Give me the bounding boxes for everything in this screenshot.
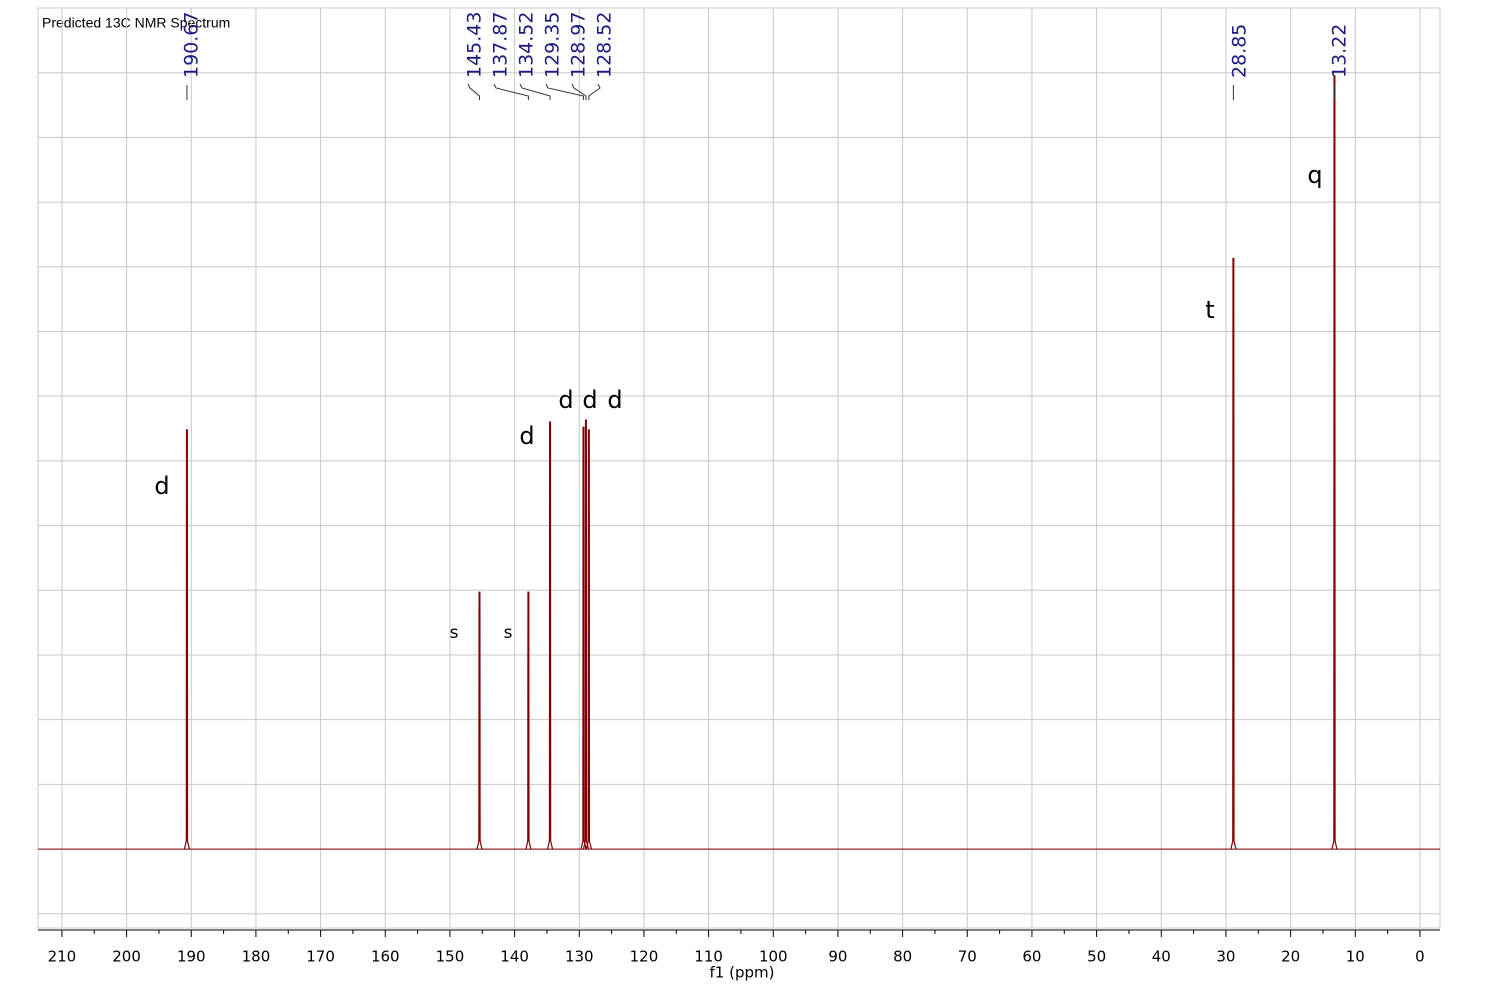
peak <box>1230 257 1237 850</box>
peak <box>580 426 587 850</box>
peak-label: 129.35 <box>542 12 564 78</box>
x-tick-label: 110 <box>694 948 723 966</box>
peak-label: 134.52 <box>516 12 538 78</box>
peak <box>476 591 483 850</box>
peak-connector <box>571 83 587 100</box>
peak <box>525 591 532 850</box>
peak-connector <box>493 83 529 100</box>
chart-title: Predicted 13C NMR Spectrum <box>42 15 230 31</box>
x-tick-label: 140 <box>500 948 529 966</box>
multiplicity-label: d <box>154 472 169 500</box>
x-tick-label: 80 <box>893 948 912 966</box>
peak <box>585 429 592 850</box>
peak-label: 137.87 <box>490 12 512 78</box>
multiplicity-label: s <box>450 623 459 643</box>
x-tick-label: 180 <box>242 948 271 966</box>
multiplicity-label: d <box>558 386 573 414</box>
x-tick-label: 70 <box>958 948 977 966</box>
peak-connector <box>545 83 584 100</box>
x-tick-label: 0 <box>1415 948 1425 966</box>
x-tick-label: 170 <box>306 948 335 966</box>
x-tick-label: 150 <box>436 948 465 966</box>
x-tick-label: 90 <box>828 948 847 966</box>
peak <box>582 419 590 850</box>
x-tick-label: 130 <box>565 948 594 966</box>
multiplicity-label: d <box>519 422 534 450</box>
peak <box>183 429 191 850</box>
x-tick-label: 160 <box>371 948 400 966</box>
x-tick-label: 50 <box>1087 948 1106 966</box>
multiplicity-label: t <box>1205 296 1214 324</box>
x-tick-label: 190 <box>177 948 206 966</box>
x-tick-label: 30 <box>1216 948 1235 966</box>
peak-label: 128.97 <box>568 12 590 78</box>
peak-label: 128.52 <box>594 12 616 78</box>
x-tick-label: 20 <box>1281 948 1300 966</box>
peak-connector <box>467 83 480 100</box>
x-tick-label: 100 <box>759 948 788 966</box>
peak-label: 28.85 <box>1229 24 1251 78</box>
x-axis-label: f1 (ppm) <box>710 964 775 982</box>
peak-label: 13.22 <box>1329 24 1351 78</box>
x-tick-label: 120 <box>630 948 659 966</box>
peak <box>1331 75 1338 850</box>
multiplicity-label: s <box>504 623 513 643</box>
peak <box>546 421 554 850</box>
peak-label: 190.67 <box>181 12 203 78</box>
peak-connector <box>519 83 551 100</box>
multiplicity-label: q <box>1307 161 1322 189</box>
multiplicity-label: d <box>607 386 622 414</box>
peak-label: 145.43 <box>464 12 486 78</box>
x-tick-label: 40 <box>1152 948 1171 966</box>
x-tick-label: 10 <box>1346 948 1365 966</box>
x-tick-label: 210 <box>48 948 77 966</box>
peak-connector <box>588 83 601 100</box>
plot-frame <box>37 7 1441 929</box>
x-tick-label: 200 <box>112 948 141 966</box>
x-tick-label: 60 <box>1022 948 1041 966</box>
multiplicity-label: d <box>582 386 597 414</box>
